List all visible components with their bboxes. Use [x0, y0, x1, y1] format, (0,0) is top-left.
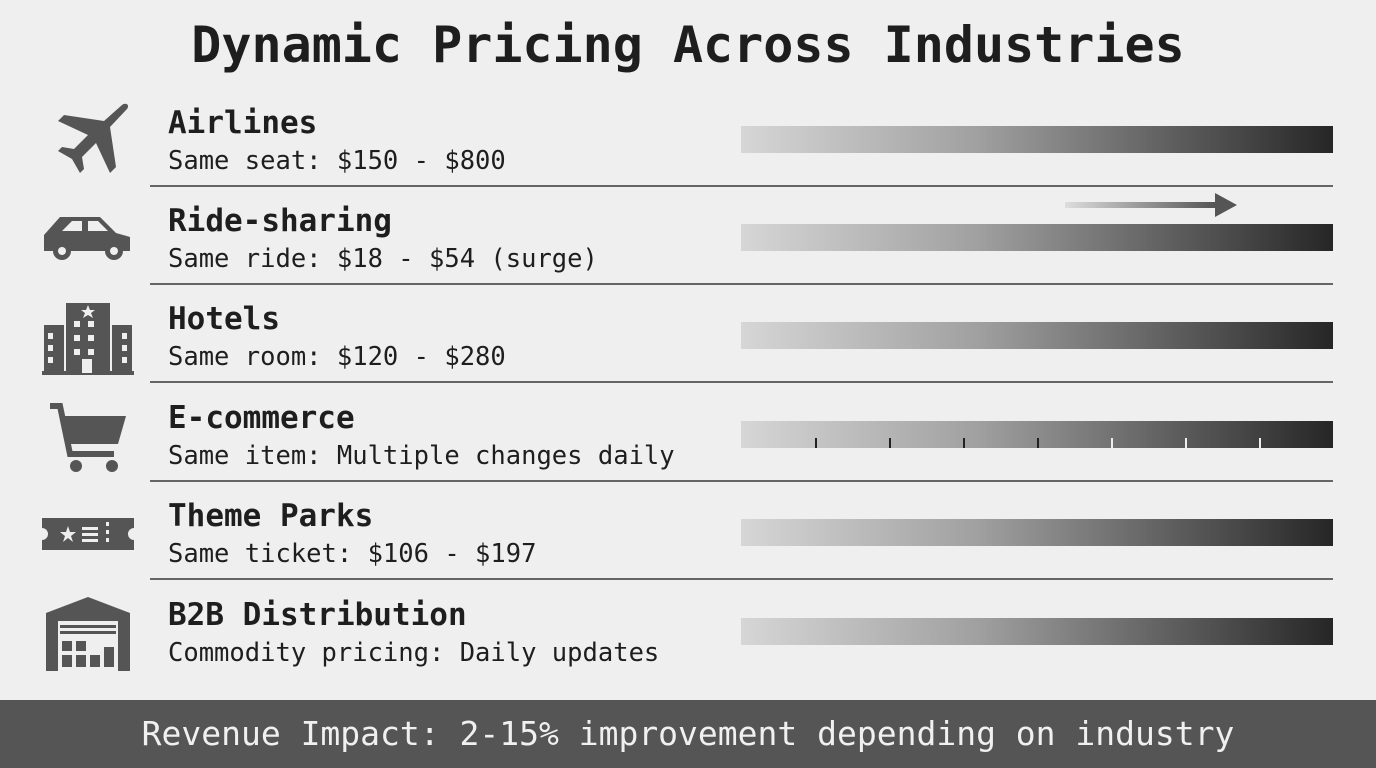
hotel-icon	[42, 303, 134, 375]
tick-mark	[1259, 438, 1261, 448]
airplane-icon	[58, 103, 129, 173]
shopping-cart-icon	[50, 403, 126, 472]
tick-mark	[1037, 438, 1039, 448]
tick-mark	[815, 438, 817, 448]
row-divider	[150, 578, 1333, 580]
tick-mark	[1185, 438, 1187, 448]
row-divider	[150, 480, 1333, 482]
ticket-icon	[42, 518, 134, 550]
row-divider	[150, 283, 1333, 285]
row-e-commerce: E-commerce Same item: Multiple changes d…	[0, 384, 1376, 482]
price-gradient-bar	[741, 519, 1333, 546]
row-label: Theme Parks	[168, 498, 374, 534]
revenue-impact-footer: Revenue Impact: 2-15% improvement depend…	[0, 700, 1376, 768]
row-label: Hotels	[168, 301, 280, 337]
row-detail: Same seat: $150 - $800	[168, 146, 506, 176]
surge-arrow-icon	[1065, 193, 1237, 217]
row-detail: Same ride: $18 - $54 (surge)	[168, 244, 598, 274]
row-detail: Same room: $120 - $280	[168, 342, 506, 372]
car-icon	[44, 217, 130, 260]
price-gradient-bar	[741, 322, 1333, 349]
row-detail: Same ticket: $106 - $197	[168, 539, 537, 569]
row-divider	[150, 381, 1333, 383]
page-title: Dynamic Pricing Across Industries	[191, 16, 1185, 74]
price-gradient-bar	[741, 618, 1333, 645]
row-label: Ride-sharing	[168, 203, 392, 239]
warehouse-icon	[46, 597, 130, 671]
tick-mark	[963, 438, 965, 448]
row-divider	[150, 185, 1333, 187]
row-ride-sharing: Ride-sharing Same ride: $18 - $54 (surge…	[0, 187, 1376, 285]
price-gradient-bar-with-ticks	[741, 421, 1333, 448]
row-airlines: Airlines Same seat: $150 - $800	[0, 89, 1376, 187]
row-hotels: Hotels Same room: $120 - $280	[0, 285, 1376, 383]
row-detail: Same item: Multiple changes daily	[168, 441, 675, 471]
row-detail: Commodity pricing: Daily updates	[168, 638, 660, 668]
row-label: B2B Distribution	[168, 597, 467, 633]
price-gradient-bar	[741, 126, 1333, 153]
row-label: E-commerce	[168, 400, 355, 436]
row-label: Airlines	[168, 105, 318, 141]
row-b2b-distribution: B2B Distribution Commodity pricing: Dail…	[0, 581, 1376, 679]
tick-mark	[889, 438, 891, 448]
row-theme-parks: Theme Parks Same ticket: $106 - $197	[0, 482, 1376, 580]
price-gradient-bar	[741, 224, 1333, 251]
tick-mark	[1111, 438, 1113, 448]
